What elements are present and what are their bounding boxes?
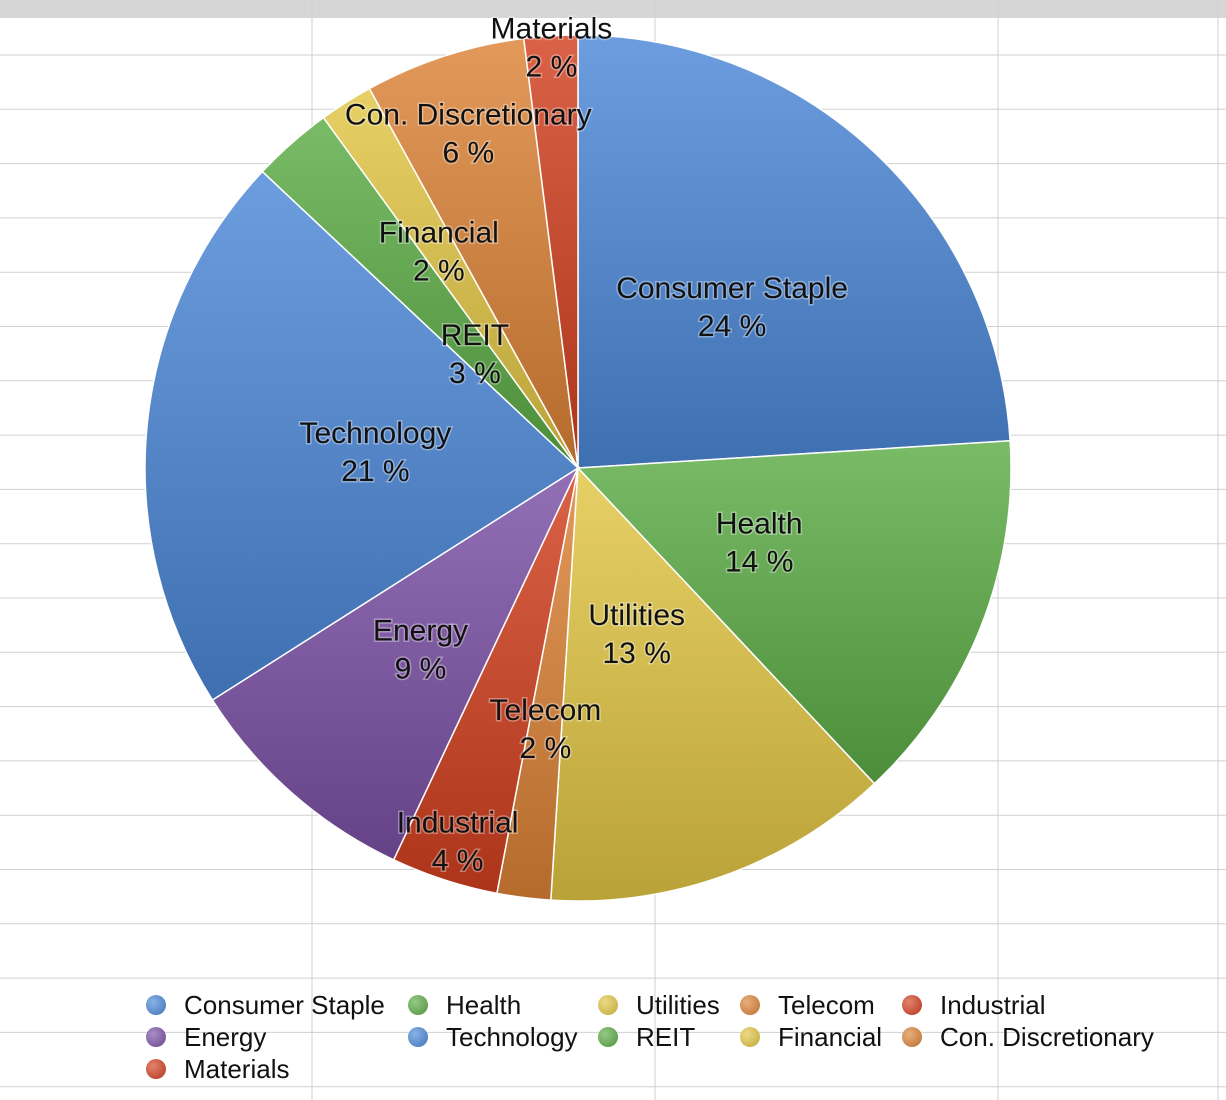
- slice-value-label: 13 %: [603, 637, 671, 670]
- legend-item-industrial: Industrial: [902, 990, 1162, 1020]
- legend-label: Energy: [184, 1021, 267, 1052]
- slice-value-label: 6 %: [442, 136, 494, 169]
- sheet-top-bar: [0, 0, 1226, 18]
- legend-swatch: [740, 995, 760, 1015]
- slice-label: Telecom: [490, 694, 602, 727]
- slice-label: REIT: [441, 319, 509, 352]
- legend-label: Financial: [778, 1021, 883, 1052]
- slice-value-label: 2 %: [520, 732, 572, 765]
- legend-item-energy: Energy: [146, 1022, 408, 1052]
- legend-item-reit: REIT: [598, 1022, 740, 1052]
- pie-slice-health[interactable]: [576, 440, 1012, 785]
- legend-label: Consumer Staple: [184, 989, 385, 1020]
- slice-value-label: 2 %: [526, 51, 578, 84]
- legend-swatch: [902, 1027, 922, 1047]
- slice-label: Industrial: [397, 807, 519, 840]
- pie-labels: Consumer Staple 24 % Health 14 % Utilities 13…: [298, 11, 849, 879]
- legend-item-telecom: Telecom: [740, 990, 902, 1020]
- legend-item-utilities: Utilities: [598, 990, 740, 1020]
- legend-label: Utilities: [636, 989, 720, 1020]
- slice-value-label: 2 %: [413, 255, 465, 288]
- slice-value-label: 21 %: [341, 455, 409, 488]
- legend-swatch: [598, 995, 618, 1015]
- pie-slice-technology[interactable]: [144, 170, 580, 702]
- pie-slice-energy[interactable]: [211, 465, 580, 861]
- legend-swatch: [740, 1027, 760, 1047]
- legend-label: Industrial: [940, 989, 1046, 1020]
- legend-label: Health: [446, 989, 522, 1020]
- slice-value-label: 4 %: [432, 845, 484, 878]
- slice-value-label: 9 %: [395, 653, 447, 686]
- slice-label: Technology: [300, 417, 452, 450]
- legend-label: REIT: [636, 1021, 696, 1052]
- slice-label: Consumer Staple: [616, 272, 848, 305]
- slice-value-label: 14 %: [725, 546, 793, 579]
- slice-label: Energy: [373, 615, 468, 648]
- slice-label: Materials: [491, 13, 613, 46]
- pie-slices: [144, 34, 1012, 902]
- legend-label: Technology: [446, 1021, 578, 1052]
- chart-legend: Consumer Staple Health Utilities Telecom Ind…: [146, 990, 1206, 1084]
- pie-slice-utilities[interactable]: [550, 466, 876, 902]
- pie-slice-consumer-staple[interactable]: [577, 34, 1011, 469]
- legend-label: Materials: [184, 1053, 290, 1084]
- legend-item-financial: Financial: [740, 1022, 902, 1052]
- legend-item-health: Health: [408, 990, 598, 1020]
- slice-label: Con. Discretionary: [345, 98, 592, 131]
- slice-label: Utilities: [588, 599, 685, 632]
- slice-label: Health: [716, 508, 803, 541]
- legend-item-materials: Materials: [146, 1054, 408, 1084]
- legend-label: Telecom: [778, 989, 875, 1020]
- legend-swatch: [598, 1027, 618, 1047]
- legend-swatch: [902, 995, 922, 1015]
- legend-item-consumer-staple: Consumer Staple: [146, 990, 408, 1020]
- pie-slice-con-discretionary[interactable]: [368, 37, 579, 469]
- slice-value-label: 24 %: [698, 310, 766, 343]
- legend-item-technology: Technology: [408, 1022, 598, 1052]
- slice-value-label: 3 %: [449, 357, 501, 390]
- legend-swatch: [146, 1059, 166, 1079]
- slice-label: Financial: [379, 217, 499, 250]
- pie-slice-materials[interactable]: [522, 34, 579, 469]
- legend-item-con-discretionary: Con. Discretionary: [902, 1022, 1162, 1052]
- legend-label: Con. Discretionary: [940, 1021, 1154, 1052]
- legend-swatch: [408, 995, 428, 1015]
- legend-swatch: [146, 1027, 166, 1047]
- legend-swatch: [146, 995, 166, 1015]
- legend-swatch: [408, 1027, 428, 1047]
